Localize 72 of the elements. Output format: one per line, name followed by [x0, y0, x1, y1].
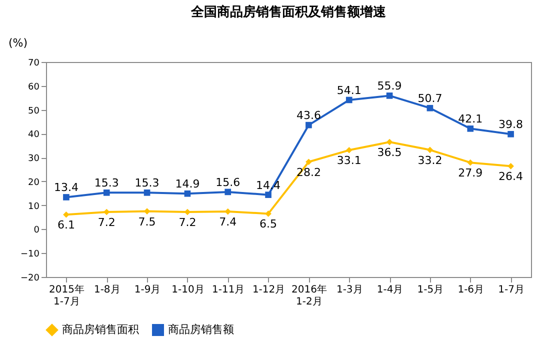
y-tick-label: 60	[28, 82, 40, 92]
chart-title: 全国商品房销售面积及销售额增速	[190, 4, 387, 20]
data-label: 27.9	[458, 166, 483, 180]
data-label: 15.6	[216, 176, 240, 189]
y-tick-label: 30	[28, 154, 40, 164]
point	[265, 192, 272, 198]
point	[144, 208, 150, 214]
x-tick-label: 1-6月	[458, 284, 484, 296]
point	[346, 146, 352, 154]
point	[103, 190, 110, 196]
x-tick-label: 2016年 1-2月	[291, 284, 327, 308]
point	[346, 96, 352, 104]
y-tick-label: 10	[28, 202, 40, 212]
point	[386, 92, 393, 99]
point	[63, 194, 70, 200]
point	[508, 162, 514, 170]
point	[426, 104, 434, 112]
x-tick-label: 1-7月	[498, 284, 524, 296]
point	[306, 122, 312, 128]
y-tick-label: 70	[28, 58, 40, 68]
point	[508, 130, 514, 138]
data-label: 13.4	[54, 181, 78, 194]
data-label: 7.2	[178, 216, 196, 230]
point	[224, 188, 232, 196]
data-label: 39.8	[498, 118, 524, 132]
x-tick-label: 2015年 1-7月	[48, 284, 84, 308]
x-tick-label: 1-12月	[252, 284, 286, 296]
x-tick-label: 1-11月	[212, 284, 245, 296]
data-label: 15.3	[94, 176, 119, 190]
data-label: 15.3	[134, 176, 160, 190]
data-label: 33.2	[418, 154, 442, 167]
data-label: 14.9	[175, 178, 200, 191]
data-label: 55.9	[377, 80, 402, 93]
data-label: 26.4	[498, 170, 524, 184]
data-label: 33.1	[336, 154, 362, 168]
y-tick-label: −10	[20, 250, 40, 260]
data-label: 54.1	[336, 84, 362, 97]
y-tick-label: 20	[28, 178, 40, 188]
y-axis-title: (%)	[8, 36, 28, 50]
y-tick-label: −20	[20, 274, 40, 284]
data-label: 6.5	[260, 218, 278, 231]
point	[63, 211, 70, 218]
point	[467, 159, 474, 166]
point	[265, 210, 272, 217]
x-tick-label: 1-8月	[94, 284, 120, 296]
data-label: 7.2	[98, 216, 116, 230]
point	[103, 208, 110, 216]
y-tick-label: 0	[34, 226, 40, 236]
point	[184, 190, 191, 197]
data-label: 36.5	[377, 146, 402, 160]
legend-label: 商品房销售面积	[62, 323, 139, 336]
point	[426, 146, 434, 154]
point	[306, 158, 312, 166]
data-label: 42.1	[458, 112, 483, 126]
x-tick-label: 1-4月	[376, 284, 404, 296]
y-tick-label: 50	[28, 106, 40, 116]
x-tick-label: 1-3月	[336, 284, 363, 296]
data-label: 43.6	[296, 109, 321, 122]
y-tick-label: 40	[28, 130, 40, 140]
data-label: 7.4	[219, 216, 237, 229]
x-tick-label: 1-9月	[134, 284, 161, 296]
data-label: 7.5	[138, 215, 156, 228]
data-label: 6.1	[57, 218, 75, 232]
point	[467, 125, 474, 132]
x-tick-label: 1-10月	[172, 284, 204, 296]
legend-label: 商品房销售额	[168, 323, 234, 336]
data-label: 50.7	[418, 92, 442, 106]
x-tick-label: 1-5月	[417, 284, 444, 296]
point	[386, 138, 393, 146]
point	[144, 190, 150, 196]
point	[224, 208, 232, 215]
point	[184, 208, 191, 216]
